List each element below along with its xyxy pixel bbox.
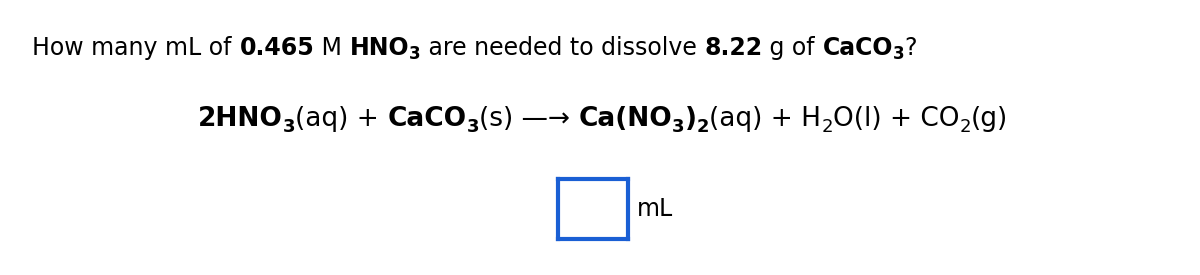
Text: 2: 2 [821, 117, 833, 136]
Text: (aq) +: (aq) + [295, 106, 388, 133]
Text: 3: 3 [672, 117, 685, 136]
Text: 8.22: 8.22 [704, 36, 762, 60]
Text: CaCO: CaCO [388, 106, 467, 133]
Text: 3: 3 [893, 45, 905, 63]
Text: 3: 3 [409, 45, 421, 63]
Text: ): ) [685, 106, 697, 133]
Text: (aq) + H: (aq) + H [709, 106, 821, 133]
Text: CaCO: CaCO [822, 36, 893, 60]
Text: g of: g of [762, 36, 822, 60]
Text: M: M [314, 36, 349, 60]
Text: mL: mL [637, 197, 673, 221]
Text: (g): (g) [971, 106, 1008, 133]
Text: 2: 2 [959, 117, 971, 136]
Text: HNO: HNO [349, 36, 409, 60]
Text: O(l) + CO: O(l) + CO [833, 106, 959, 133]
Text: 0.465: 0.465 [240, 36, 314, 60]
Text: Ca(NO: Ca(NO [578, 106, 672, 133]
Text: 3: 3 [467, 117, 479, 136]
Text: ?: ? [905, 36, 917, 60]
Text: 2HNO: 2HNO [198, 106, 283, 133]
Text: are needed to dissolve: are needed to dissolve [421, 36, 704, 60]
Text: (s) —→: (s) —→ [479, 106, 578, 133]
Text: 3: 3 [283, 117, 295, 136]
Text: How many mL of: How many mL of [32, 36, 240, 60]
Text: 2: 2 [697, 117, 709, 136]
